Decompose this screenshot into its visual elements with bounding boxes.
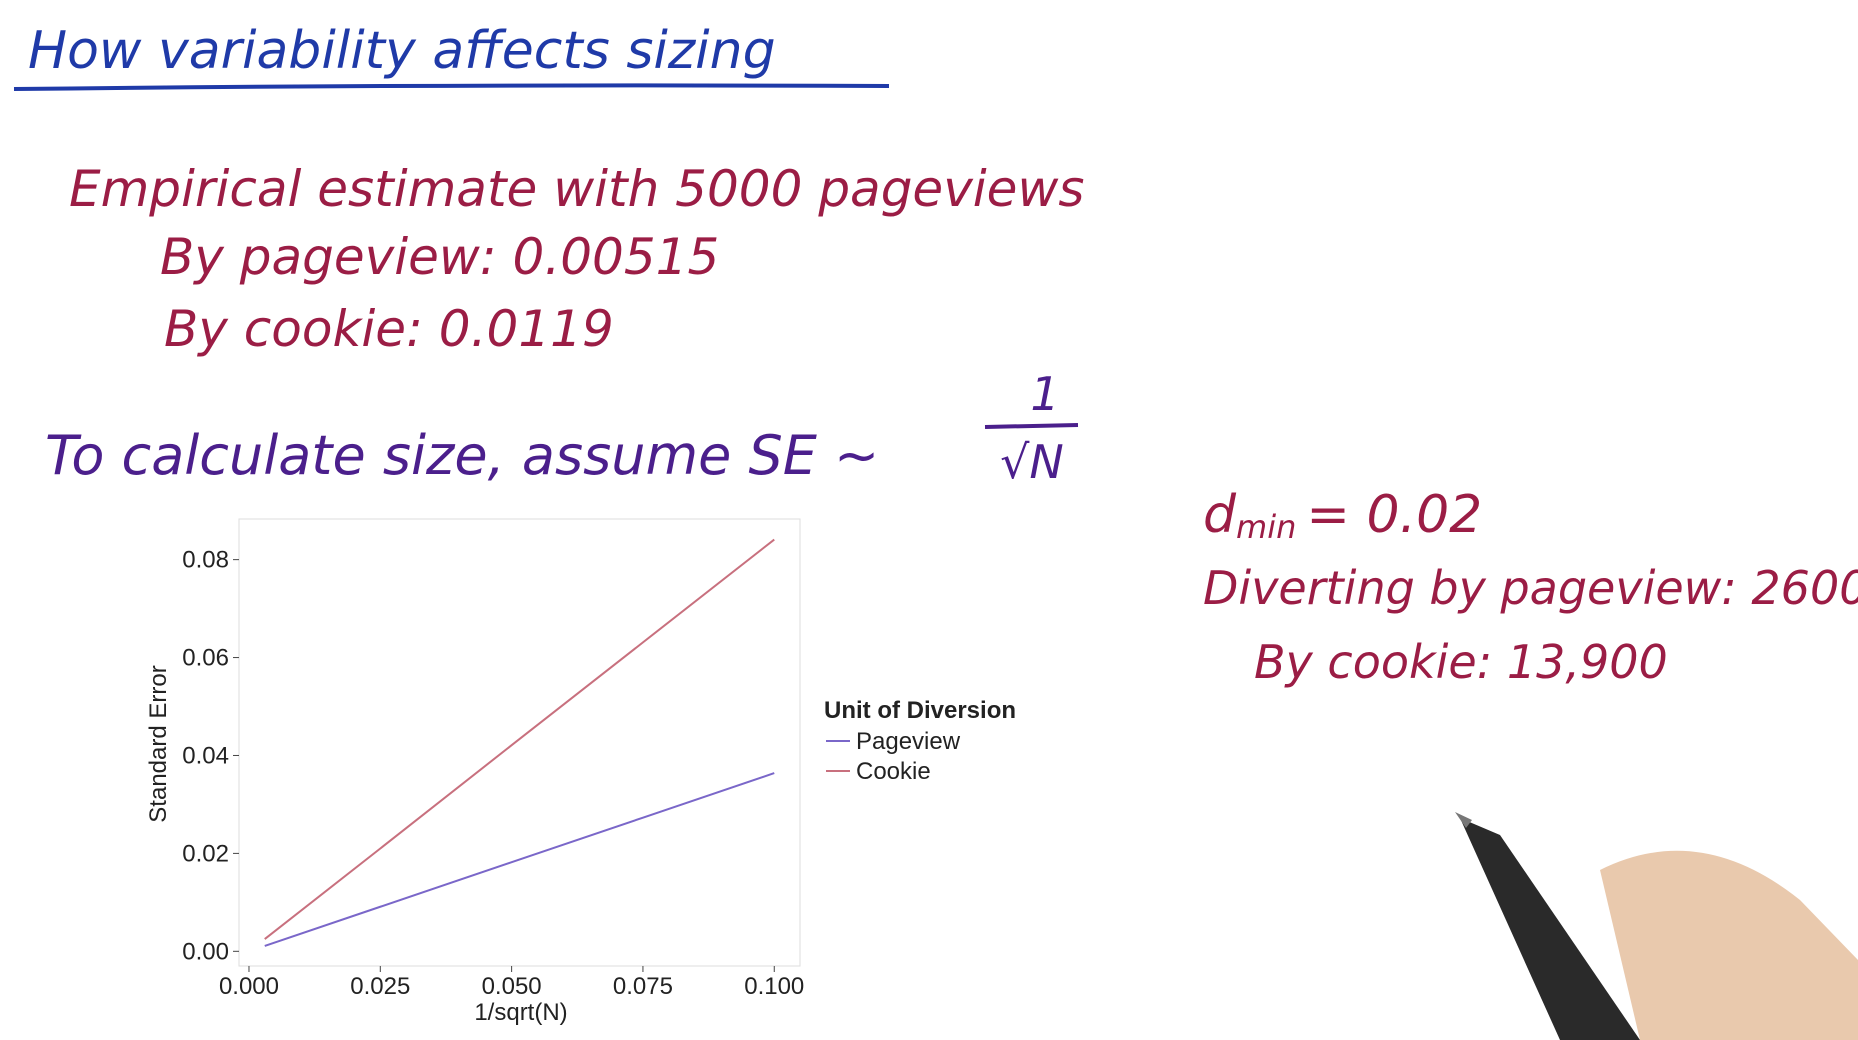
empirical-pageview: By pageview: 0.00515 [160, 228, 719, 286]
y-tick-label: 0.04 [182, 742, 229, 769]
y-tick-label: 0.06 [182, 645, 229, 672]
y-axis-label: Standard Error [145, 665, 172, 822]
hand [1600, 850, 1858, 1040]
slide-title: How variability affects sizing [28, 21, 776, 81]
pen-tip [1455, 812, 1472, 828]
dmin: dmin = 0.02 [1203, 485, 1482, 546]
x-tick-label: 0.050 [482, 973, 542, 1000]
x-axis-label: 1/sqrt(N) [474, 999, 567, 1026]
y-tick-label: 0.02 [182, 840, 229, 867]
empirical-heading: Empirical estimate with 5000 pageviews [69, 160, 1084, 218]
x-tick-label: 0.025 [350, 973, 410, 1000]
series-line [264, 538, 775, 940]
pen [1460, 818, 1640, 1040]
y-tick-label: 0.08 [182, 547, 229, 574]
title-underline [13, 83, 890, 91]
sizing-pageview: Diverting by pageview: 2600 [1203, 561, 1858, 615]
legend-label: Cookie [856, 758, 931, 785]
dmin-value: = 0.02 [1306, 485, 1482, 545]
y-tick-label: 0.00 [182, 938, 229, 965]
x-tick-label: 0.000 [219, 973, 279, 1000]
series-line [264, 772, 775, 947]
chart: 1/sqrt(N) Standard Error Unit of Diversi… [145, 518, 1016, 1026]
assumption-text: To calculate size, assume SE ~ [45, 424, 879, 487]
dmin-symbol: d [1203, 485, 1237, 545]
fraction-bar [984, 423, 1079, 429]
legend-label: Pageview [856, 728, 961, 755]
empirical-cookie: By cookie: 0.0119 [164, 300, 614, 358]
dmin-subscript: min [1236, 508, 1296, 546]
x-tick-label: 0.075 [613, 973, 673, 1000]
sizing-cookie: By cookie: 13,900 [1254, 635, 1668, 689]
legend-title: Unit of Diversion [824, 697, 1016, 724]
fraction-numerator: 1 [1030, 367, 1059, 421]
fraction-denominator: √N [1000, 435, 1064, 489]
hand-with-pen [1455, 812, 1858, 1040]
x-tick-label: 0.100 [744, 973, 804, 1000]
